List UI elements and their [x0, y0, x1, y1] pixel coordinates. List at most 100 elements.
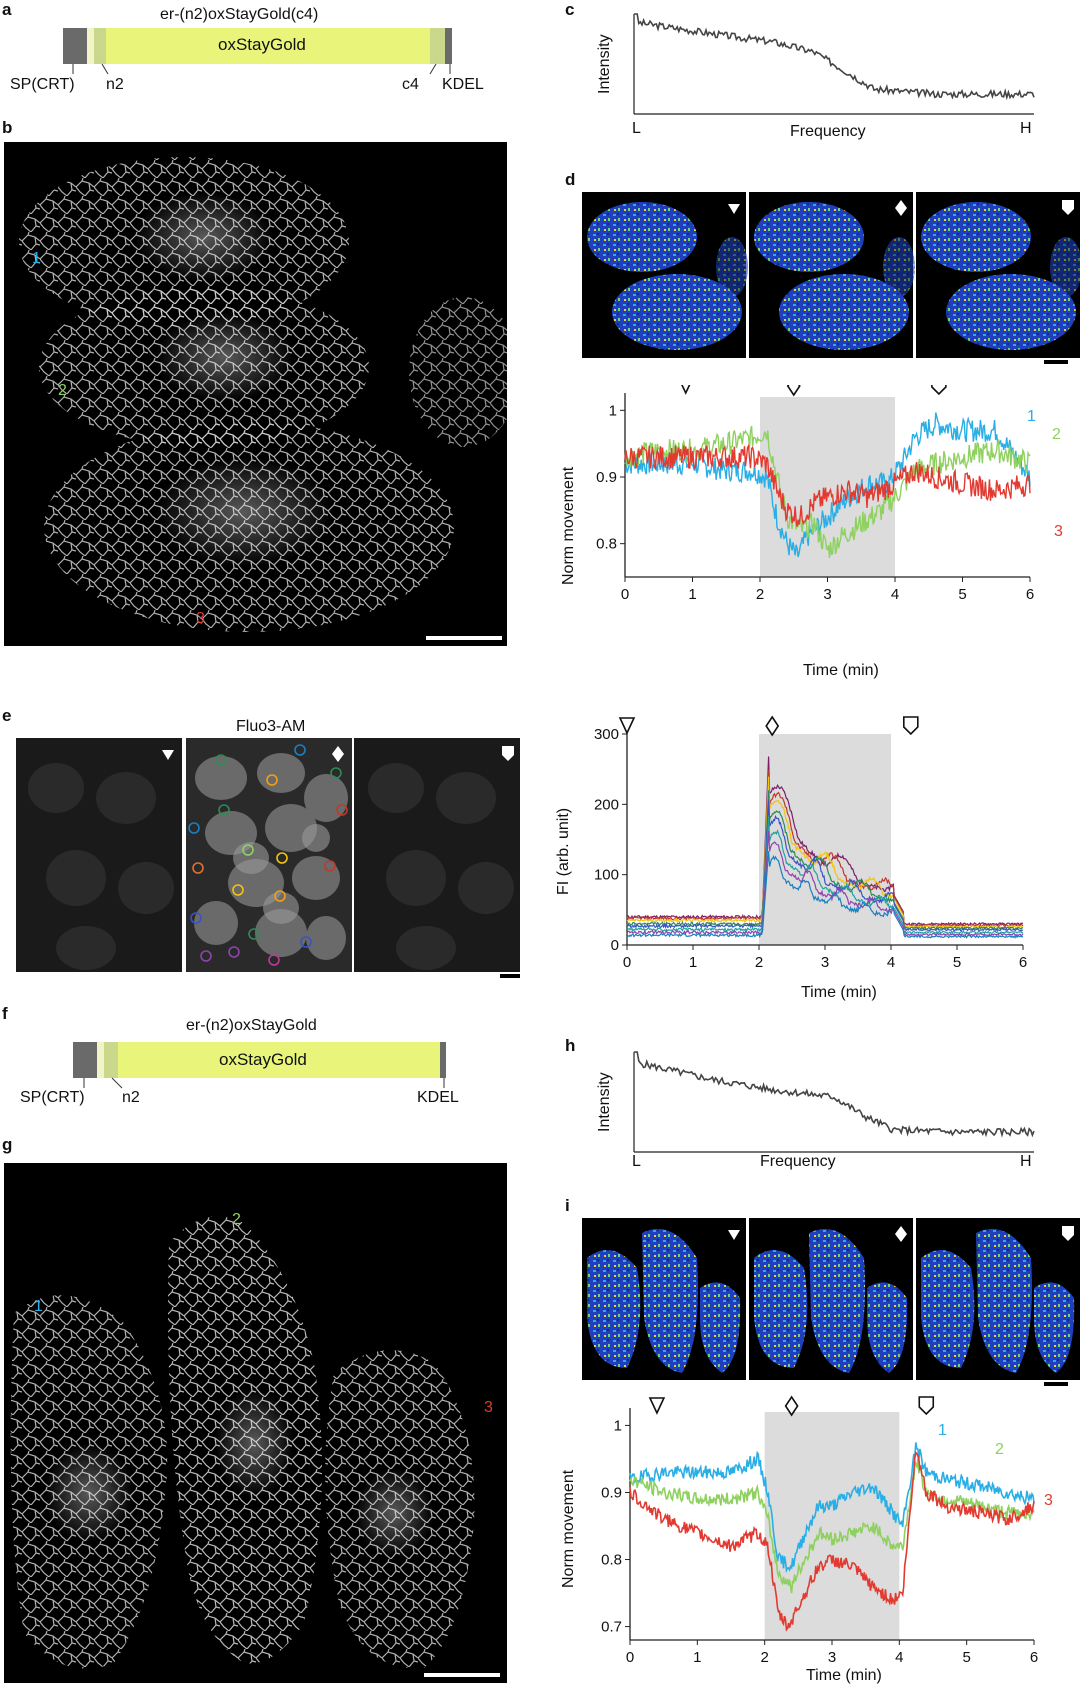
er-network-image-b: [19, 157, 507, 640]
x-tick-label: 6: [1026, 586, 1034, 603]
movement-heatmaps-i: [582, 1218, 1080, 1380]
cell-label-g-1: 1: [34, 1298, 43, 1315]
diamond-marker-icon: [765, 715, 780, 737]
n2-label-f: n2: [122, 1089, 140, 1106]
spectrum-plot-h: [633, 1051, 1035, 1153]
scale-bar-b: [426, 636, 502, 640]
er-network-image-g: [10, 1216, 500, 1677]
e-title: Fluo3-AM: [236, 718, 306, 735]
c-ylabel: Intensity: [596, 34, 613, 94]
d-xlabel: Time (min): [803, 662, 879, 679]
series-line-3: [629, 1451, 1035, 1632]
panel-letter-b: b: [2, 118, 13, 137]
i-xlabel: Time (min): [806, 1667, 882, 1684]
e-xlabel: Time (min): [801, 984, 877, 1001]
c4-block: [430, 28, 445, 64]
x-tick-label: 1: [689, 954, 697, 971]
x-tick-label: 5: [953, 954, 961, 971]
time-markers: [618, 715, 919, 737]
panel-letter-f: f: [2, 1004, 8, 1023]
scale-bar-e: [500, 974, 520, 978]
series-line-2: [629, 1458, 1035, 1594]
triangle-marker-icon: [648, 1397, 666, 1415]
series-line-2: [626, 769, 1024, 928]
x-tick-label: 2: [760, 1649, 768, 1666]
i-series-label-2: 2: [995, 1441, 1004, 1458]
x-tick-label: 1: [693, 1649, 701, 1666]
series-line-4: [626, 790, 1024, 931]
spectrum-plot-c: [633, 13, 1035, 115]
series-line-3: [626, 776, 1024, 930]
fluorescence-plot-e: 0 1 2 3 4 5 6 0 100 200 300: [594, 715, 1027, 971]
y-tick-label: 0.9: [601, 1484, 622, 1501]
series-line-7: [626, 830, 1024, 937]
panel-letter-i: i: [565, 1196, 570, 1215]
x-tick-label: 5: [962, 1649, 970, 1666]
d-series-label-1: 1: [1027, 408, 1036, 425]
heatmap-frame-2: [754, 200, 915, 350]
diamond-marker-icon: [784, 1395, 799, 1417]
d-series-label-2: 2: [1052, 426, 1061, 443]
construct-diagram-f: [73, 1042, 446, 1089]
diamond-marker-icon: [786, 385, 801, 397]
series-line-3: [624, 443, 1031, 527]
x-tick-label: 2: [756, 586, 764, 603]
pentagon-marker-icon: [918, 1396, 935, 1416]
x-tick-label: 2: [755, 954, 763, 971]
signal-peptide-block: [73, 1042, 97, 1078]
stimulus-shade: [759, 734, 891, 945]
y-tick-label: 1: [614, 1417, 622, 1434]
x-tick-label: 5: [958, 586, 966, 603]
cell-label-g-3: 3: [484, 1399, 493, 1416]
y-tick-label: 1: [609, 402, 617, 419]
x-tick-label: 3: [821, 954, 829, 971]
spectrum-line-c: [634, 13, 1035, 101]
x-tick-label: 3: [828, 1649, 836, 1666]
cell-label-g-2: 2: [232, 1211, 241, 1228]
x-tick-label: 0: [626, 1649, 634, 1666]
d-series-label-3: 3: [1054, 523, 1063, 540]
x-tick-label: 1: [688, 586, 696, 603]
scale-bar-i: [1044, 1382, 1068, 1386]
time-markers: [681, 385, 947, 397]
pentagon-marker-icon: [931, 385, 947, 396]
panel-letter-c: c: [565, 0, 575, 19]
diamond-marker-icon: [895, 200, 907, 216]
x-tick-label: 3: [823, 586, 831, 603]
cell-label-b-1: 1: [32, 250, 41, 267]
norm-movement-plot-d: 0 1 2 3 4 5 6 0.8 0.9 1: [596, 385, 1034, 603]
series-line-1: [629, 1442, 1035, 1574]
series-line-5: [626, 800, 1024, 932]
y-tick-label: 0.9: [596, 469, 617, 486]
sp-label-f: SP(CRT): [20, 1089, 85, 1106]
y-tick-label: 0.8: [601, 1552, 622, 1569]
pentagon-marker-icon: [502, 746, 514, 761]
construct-diagram-a: [63, 28, 452, 75]
y-tick-label: 0.7: [601, 1619, 622, 1636]
linker-block: [87, 28, 94, 64]
stimulus-shade: [764, 1412, 900, 1640]
linker-block: [97, 1042, 104, 1078]
y-tick-label: 0.8: [596, 536, 617, 553]
c4-label-a: c4: [402, 76, 419, 93]
protein-label-f: oxStayGold: [219, 1050, 307, 1069]
c-xmax: H: [1020, 120, 1032, 137]
y-tick-label: 100: [594, 867, 619, 884]
triangle-marker-icon: [162, 750, 174, 760]
heatmap-frame-2: [754, 1226, 908, 1373]
panel-letter-h: h: [565, 1036, 576, 1055]
spectrum-line-h: [634, 1051, 1035, 1138]
diamond-marker-icon: [895, 1226, 907, 1242]
norm-movement-plot-i: 0 1 2 3 4 5 6 0.7 0.8 0.9 1: [601, 1395, 1038, 1666]
c-xlabel: Frequency: [790, 123, 866, 140]
scale-bar-d: [1044, 360, 1068, 364]
kdel-label-a: KDEL: [442, 76, 484, 93]
kdel-block: [445, 28, 452, 64]
triangle-marker-icon: [618, 717, 636, 735]
e-ylabel: FI (arb. unit): [555, 807, 572, 895]
protein-block: [106, 28, 430, 64]
h-xlabel: Frequency: [760, 1153, 836, 1170]
x-tick-label: 0: [623, 954, 631, 971]
diamond-marker-icon: [332, 746, 344, 762]
x-tick-label: 4: [895, 1649, 903, 1666]
